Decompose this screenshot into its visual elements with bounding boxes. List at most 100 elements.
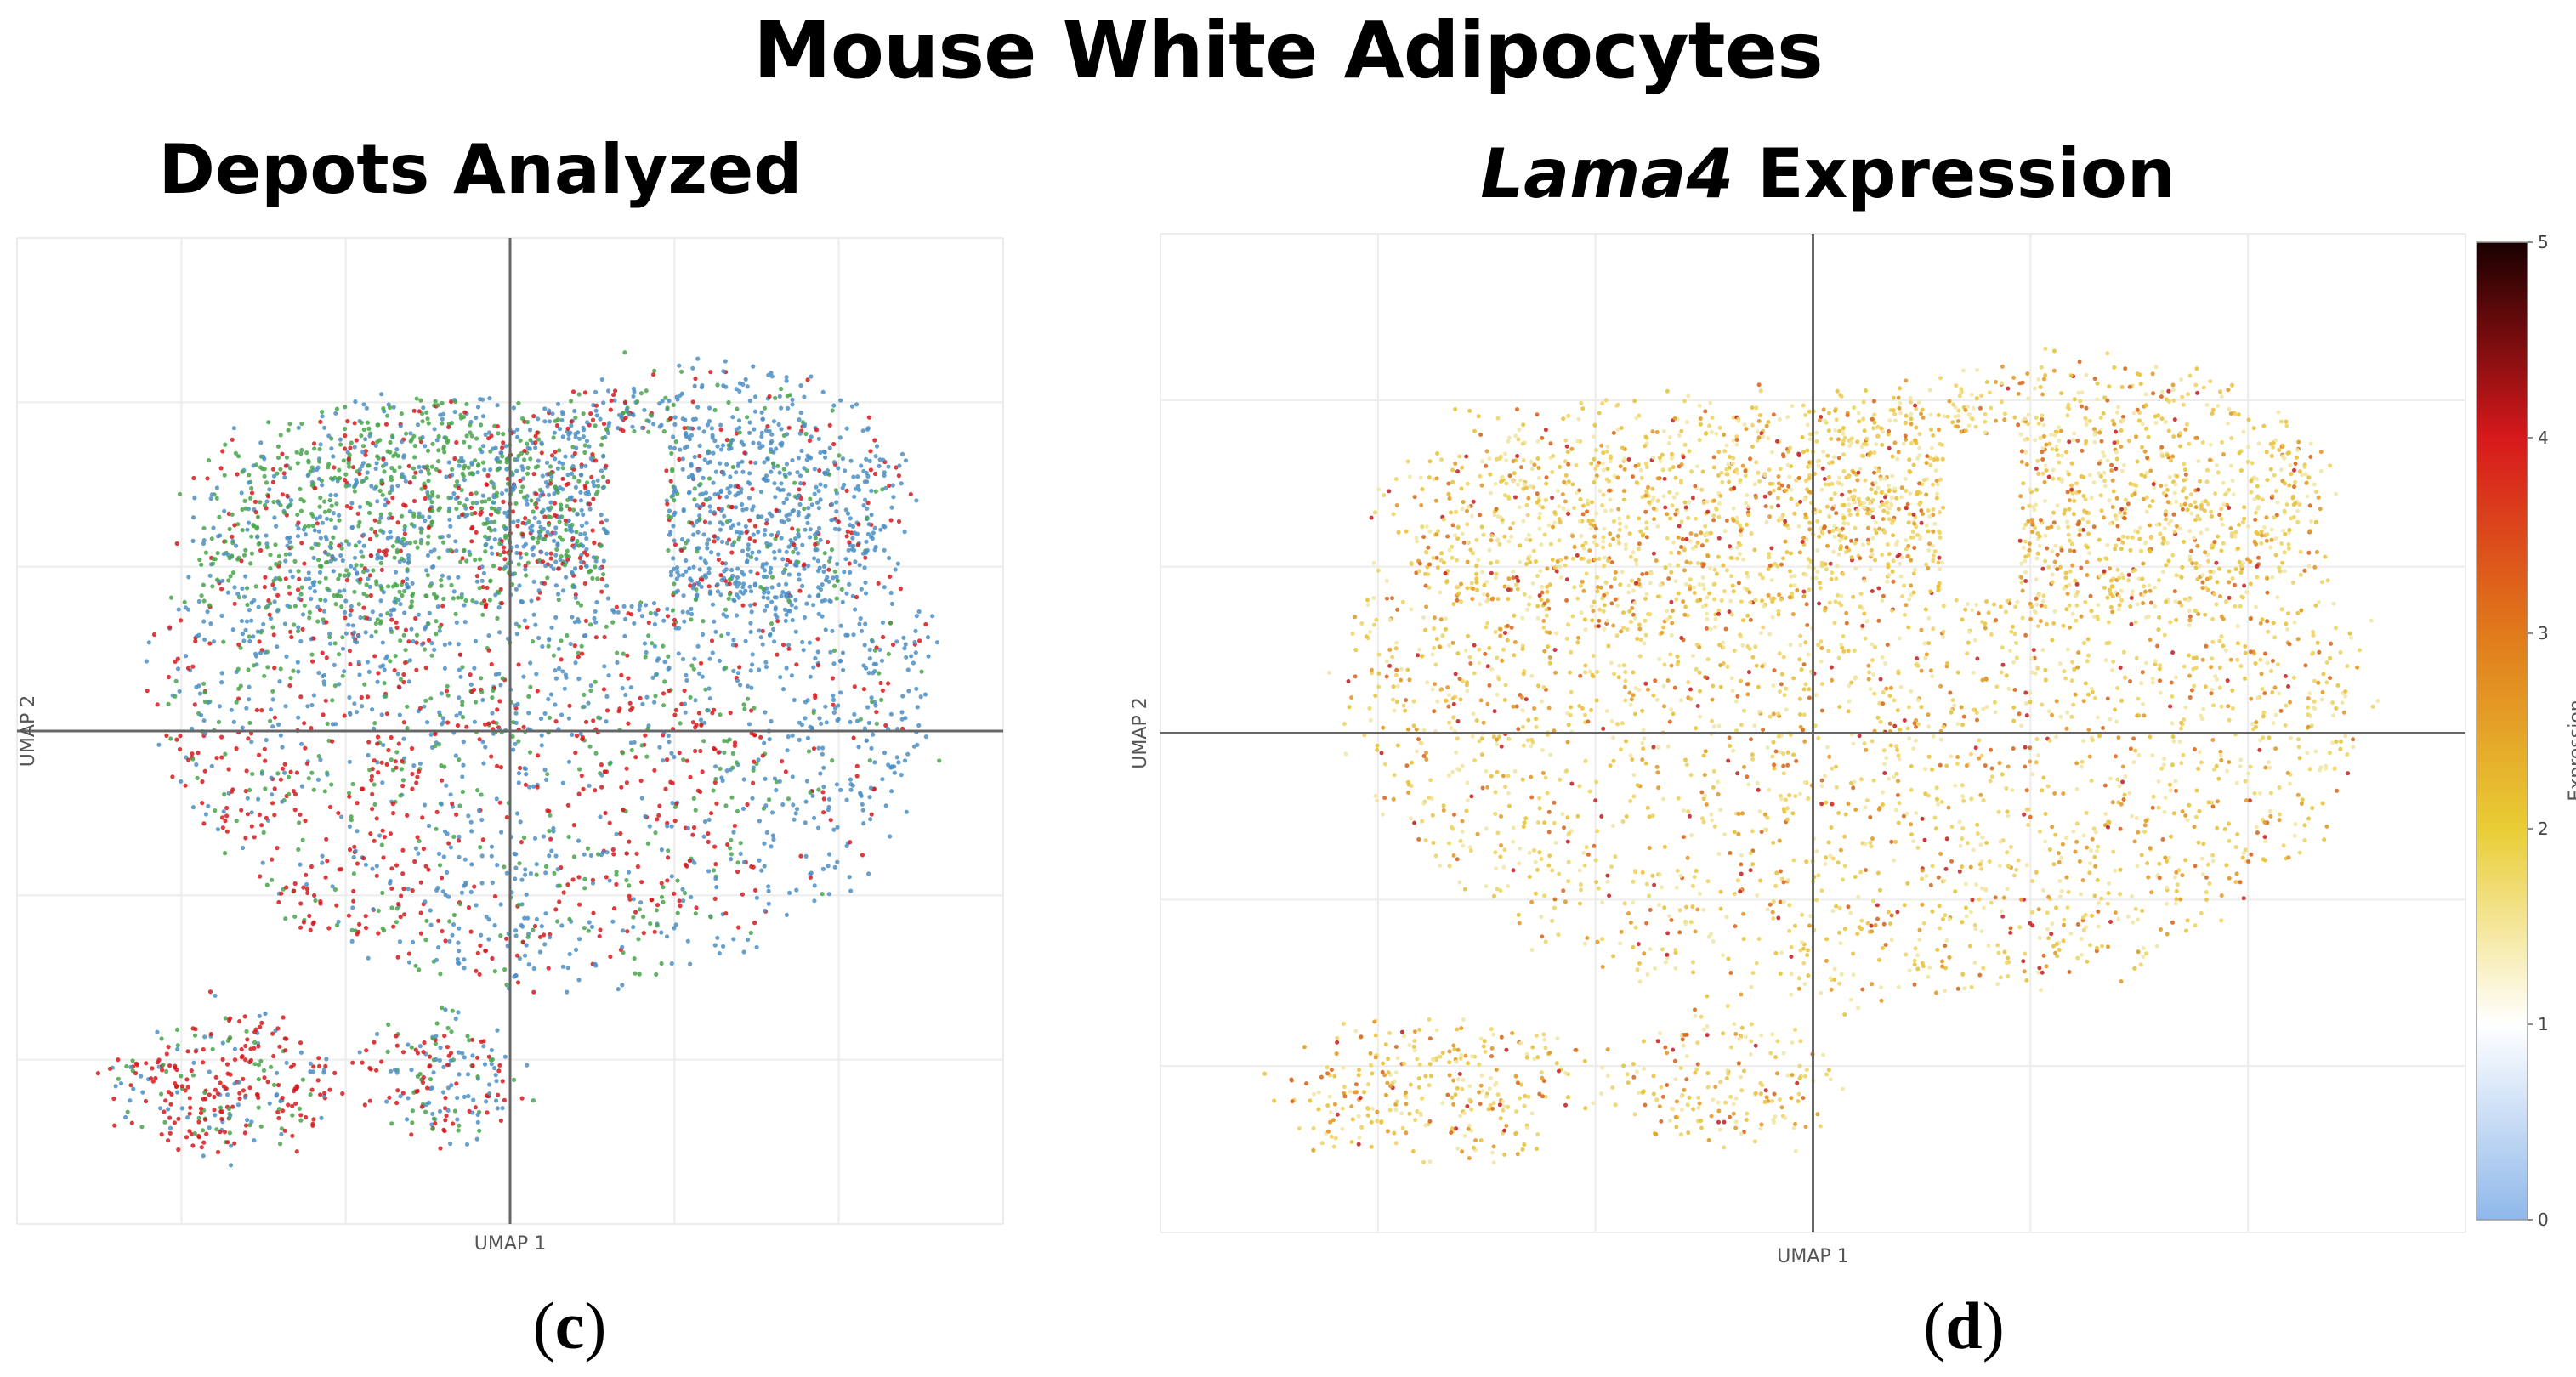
scatter-point	[571, 507, 576, 513]
scatter-point	[347, 711, 352, 716]
scatter-point	[403, 648, 408, 653]
scatter-point	[292, 622, 297, 627]
scatter-point	[870, 639, 875, 644]
scatter-point	[560, 461, 565, 466]
scatter-point	[355, 932, 360, 937]
scatter-point	[1640, 757, 1645, 762]
scatter-point	[522, 618, 527, 623]
scatter-point	[672, 581, 677, 586]
scatter-point	[432, 592, 437, 597]
scatter-point	[2016, 858, 2021, 863]
scatter-point	[133, 1061, 139, 1066]
scatter-point	[440, 416, 445, 422]
scatter-point	[237, 1096, 242, 1101]
scatter-point	[437, 710, 442, 715]
scatter-point	[381, 406, 386, 411]
scatter-point	[481, 570, 487, 575]
scatter-point	[287, 466, 293, 471]
scatter-point	[243, 1043, 248, 1049]
scatter-point	[840, 456, 846, 462]
scatter-point	[468, 889, 474, 894]
scatter-point	[400, 783, 406, 789]
scatter-point	[168, 736, 173, 741]
scatter-point	[718, 573, 723, 578]
scatter-point	[525, 1062, 530, 1068]
scatter-point	[266, 494, 271, 499]
scatter-point	[399, 411, 404, 416]
scatter-point	[388, 530, 393, 535]
scatter-point	[538, 529, 543, 534]
scatter-point	[803, 716, 808, 721]
scatter-point	[548, 551, 553, 556]
scatter-point	[654, 612, 659, 617]
scatter-point	[434, 957, 439, 962]
scatter-point	[380, 828, 385, 833]
scatter-point	[264, 605, 269, 610]
scatter-point	[859, 586, 864, 592]
scatter-point	[270, 697, 275, 702]
scatter-point	[691, 583, 696, 588]
scatter-point	[672, 819, 678, 824]
scatter-point	[739, 439, 745, 445]
scatter-point	[695, 468, 701, 473]
scatter-point	[302, 721, 307, 726]
scatter-point	[193, 638, 198, 643]
scatter-point	[790, 526, 795, 531]
scatter-point	[820, 598, 825, 604]
scatter-point	[736, 595, 741, 600]
scatter-point	[389, 1068, 394, 1074]
scatter-point	[244, 768, 249, 774]
scatter-point	[709, 550, 714, 555]
scatter-point	[406, 639, 411, 644]
scatter-point	[594, 413, 599, 418]
scatter-point	[207, 573, 213, 578]
scatter-point	[672, 542, 678, 547]
scatter-point	[417, 706, 423, 711]
scatter-point	[437, 625, 443, 630]
scatter-point	[450, 1008, 455, 1013]
scatter-point	[837, 435, 843, 440]
scatter-point	[826, 796, 832, 802]
scatter-point	[571, 823, 576, 828]
scatter-point	[752, 706, 757, 711]
scatter-point	[2158, 531, 2163, 536]
scatter-point	[581, 434, 587, 439]
scatter-point	[368, 593, 373, 598]
scatter-point	[580, 651, 585, 656]
scatter-point	[468, 929, 474, 934]
scatter-point	[339, 814, 344, 819]
scatter-point	[917, 638, 922, 643]
scatter-point	[2252, 496, 2257, 502]
scatter-point	[793, 546, 798, 551]
scatter-point	[698, 555, 703, 561]
scatter-point	[203, 1096, 208, 1102]
scatter-point	[629, 604, 634, 609]
scatter-point	[882, 470, 887, 475]
scatter-point	[799, 722, 805, 728]
scatter-point	[552, 870, 557, 876]
scatter-point	[648, 412, 653, 417]
scatter-point	[202, 1034, 207, 1040]
scatter-point	[548, 481, 553, 486]
scatter-point	[553, 719, 559, 724]
scatter-point	[1887, 694, 1892, 698]
scatter-point	[808, 527, 813, 532]
scatter-point	[672, 498, 677, 503]
scatter-point	[807, 640, 813, 645]
scatter-point	[224, 813, 230, 819]
scatter-point	[307, 576, 312, 581]
scatter-point	[900, 694, 905, 699]
scatter-point	[247, 1085, 252, 1091]
scatter-point	[1784, 707, 1789, 712]
scatter-point	[720, 560, 725, 566]
scatter-point	[631, 925, 636, 930]
scatter-point	[665, 502, 670, 507]
scatter-point	[380, 640, 385, 645]
scatter-point	[500, 1079, 505, 1084]
scatter-point	[722, 513, 727, 518]
scatter-point	[1546, 809, 1552, 814]
scatter-point	[757, 858, 762, 863]
scatter-point	[715, 382, 720, 388]
scatter-point	[351, 871, 356, 876]
